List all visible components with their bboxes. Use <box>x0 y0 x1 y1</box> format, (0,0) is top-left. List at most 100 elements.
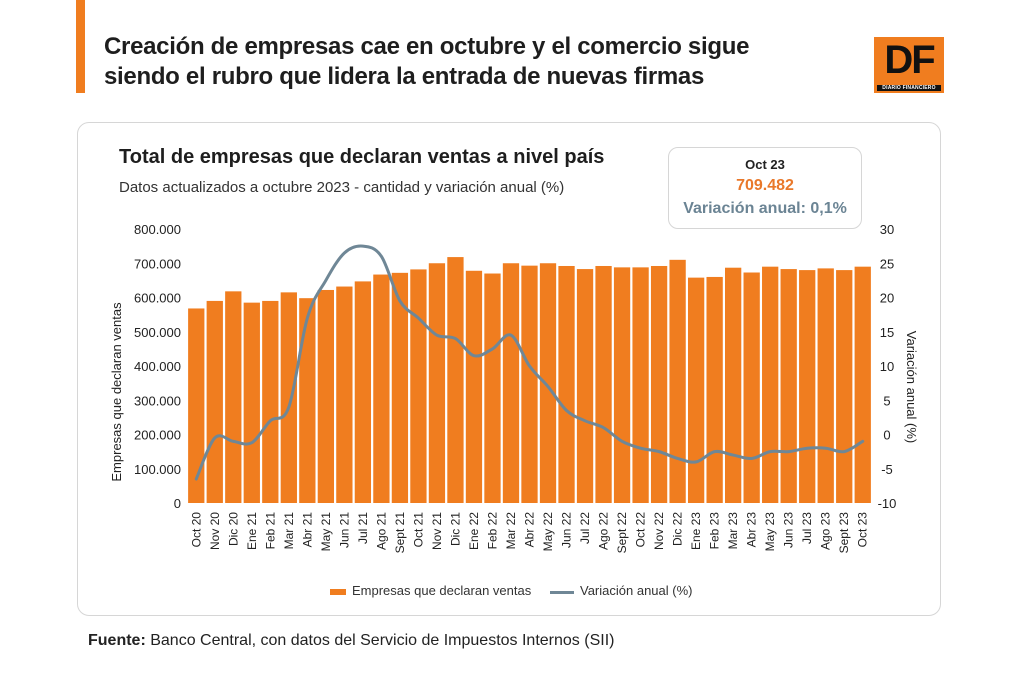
bar <box>299 298 316 503</box>
bar <box>280 292 297 503</box>
bar <box>780 269 797 503</box>
bar <box>410 269 427 503</box>
y-tick-label: 800.000 <box>134 222 181 237</box>
y2-tick-label: 25 <box>880 256 894 271</box>
x-tick-label: Jun 23 <box>782 512 796 548</box>
x-tick-label: Sept 21 <box>393 512 407 554</box>
headline: Creación de empresas cae en octubre y el… <box>104 33 750 90</box>
bar <box>632 267 649 503</box>
y2-tick-label: 5 <box>883 393 890 408</box>
logo-letters: DF <box>884 38 935 82</box>
bar <box>262 300 279 503</box>
y-tick-label: 300.000 <box>134 393 181 408</box>
y2-tick-label: -5 <box>881 462 893 477</box>
x-tick-label: May 21 <box>319 512 333 552</box>
bar <box>502 263 520 503</box>
legend-item-line: Variación anual (%) <box>550 583 692 598</box>
legend-label-line: Variación anual (%) <box>580 583 693 598</box>
bar <box>669 259 686 503</box>
accent-bar <box>76 0 85 93</box>
x-tick-label: Abr 22 <box>523 512 537 548</box>
variation-line <box>194 244 865 481</box>
y-axis-ticks: 0 100.000 200.000 300.000 400.000 500.000 600.… <box>134 222 181 511</box>
x-tick-label: Ene 22 <box>467 512 481 550</box>
y-tick-label: 0 <box>174 496 181 511</box>
bar <box>225 291 242 503</box>
x-tick-label: Ago 23 <box>819 512 833 550</box>
x-tick-label: Feb 23 <box>708 512 722 550</box>
x-tick-label: Dic 21 <box>448 512 462 546</box>
x-tick-label: May 23 <box>763 512 777 552</box>
x-tick-label: Ene 21 <box>245 512 259 550</box>
bar <box>576 269 594 503</box>
x-tick-label: Jul 22 <box>578 512 592 544</box>
bar <box>706 276 723 503</box>
y2-axis-ticks: -10 -5 0 5 10 15 20 25 30 <box>878 222 897 511</box>
bar <box>428 263 446 503</box>
df-logo: DF DIARIO FINANCIERO <box>874 37 944 93</box>
legend-item-bars: Empresas que declaran ventas <box>330 583 531 598</box>
y2-tick-label: -10 <box>878 496 897 511</box>
callout-value: 709.482 <box>736 177 794 194</box>
bar <box>484 273 501 503</box>
y2-tick-label: 20 <box>880 291 894 306</box>
x-tick-label: Jul 21 <box>356 512 370 544</box>
x-tick-label: Oct 22 <box>634 512 648 548</box>
x-tick-label: Jun 22 <box>560 512 574 548</box>
latest-value-callout: Oct 23 709.482 Variación anual: 0,1% <box>668 147 862 229</box>
bar <box>817 268 834 503</box>
y2-tick-label: 30 <box>880 222 894 237</box>
bars-layer <box>188 257 871 503</box>
source-note: Fuente: Banco Central, con datos del Ser… <box>88 632 614 650</box>
y2-tick-label: 10 <box>880 359 894 374</box>
x-tick-label: Mar 22 <box>504 512 518 550</box>
source-text: Banco Central, con datos del Servicio de… <box>145 632 615 649</box>
chart-title: Total de empresas que declaran ventas a … <box>119 146 605 168</box>
x-tick-label: Jun 21 <box>337 512 351 548</box>
bar <box>595 265 612 503</box>
y-tick-label: 700.000 <box>134 256 181 271</box>
y2-tick-label: 0 <box>883 428 890 443</box>
x-tick-label: Dic 22 <box>671 512 685 546</box>
x-tick-label: Oct 20 <box>189 512 203 548</box>
bar <box>188 308 205 503</box>
bar <box>373 274 390 503</box>
bar <box>521 265 538 503</box>
x-tick-label: Nov 20 <box>208 512 222 550</box>
x-tick-label: Ene 23 <box>689 512 703 550</box>
chart-subtitle: Datos actualizados a octubre 2023 - cant… <box>119 179 565 196</box>
bar <box>687 277 705 503</box>
y-tick-label: 100.000 <box>134 462 181 477</box>
bar <box>391 272 409 503</box>
legend-label-bars: Empresas que declaran ventas <box>352 583 532 598</box>
callout-month: Oct 23 <box>745 157 785 172</box>
x-tick-label: Abr 21 <box>300 512 314 548</box>
bar <box>336 286 353 503</box>
bar <box>762 266 779 503</box>
line-layer <box>194 244 865 481</box>
x-tick-label: Sept 22 <box>615 512 629 554</box>
bar <box>354 281 372 503</box>
x-tick-label: Oct 23 <box>856 512 870 548</box>
callout-variation: Variación anual: 0,1% <box>683 200 847 217</box>
bar <box>243 302 260 503</box>
x-tick-label: Nov 21 <box>430 512 444 550</box>
bar <box>539 263 557 503</box>
x-tick-label: Dic 20 <box>226 512 240 546</box>
x-tick-label: Sept 23 <box>837 512 851 554</box>
logo-subtitle: DIARIO FINANCIERO <box>877 85 941 91</box>
bar <box>799 270 816 503</box>
x-tick-label: Nov 22 <box>652 512 666 550</box>
x-tick-label: Feb 21 <box>263 512 277 550</box>
bar <box>650 265 668 503</box>
y2-axis-label: Variación anual (%) <box>904 331 919 443</box>
y-tick-label: 600.000 <box>134 291 181 306</box>
bar <box>613 267 631 503</box>
y-tick-label: 500.000 <box>134 325 181 340</box>
bar <box>854 266 871 503</box>
bar <box>836 270 853 503</box>
x-tick-label: Mar 21 <box>282 512 296 550</box>
legend-swatch-bars <box>330 589 346 595</box>
y-axis-label: Empresas que declaran ventas <box>109 302 124 482</box>
